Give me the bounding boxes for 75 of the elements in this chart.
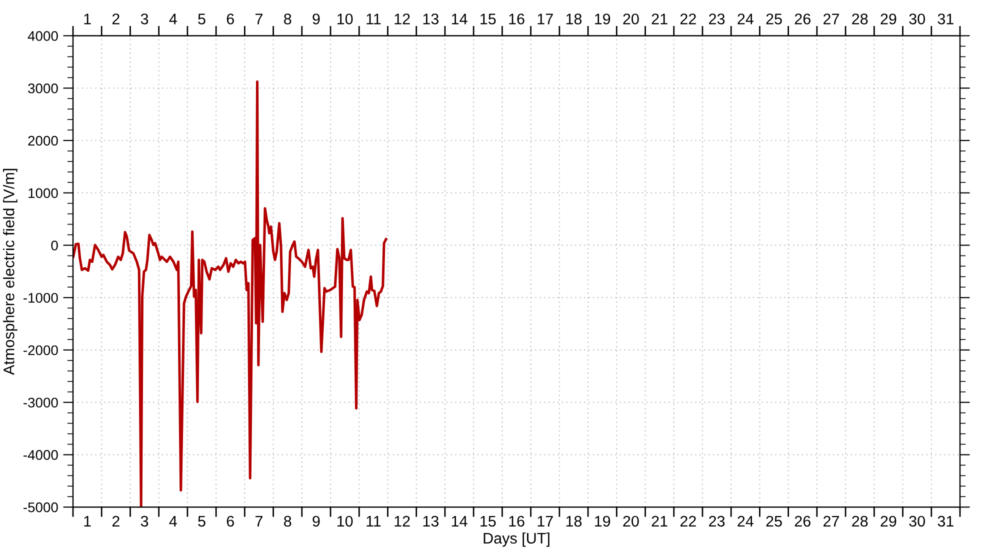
x2-tick-label: 27 xyxy=(824,14,839,24)
x-tick-label: 27 xyxy=(824,516,839,527)
x2-tick-label: 11 xyxy=(366,14,381,24)
x2-tick-label: 30 xyxy=(909,14,925,24)
x2-tick-label: 23 xyxy=(709,14,725,24)
x-tick-label: 13 xyxy=(423,516,438,527)
x2-tick-label: 3 xyxy=(140,14,148,24)
x-tick-label: 21 xyxy=(652,516,668,527)
x-tick-label: 9 xyxy=(312,516,320,527)
x-tick-label: 14 xyxy=(452,516,468,527)
y-tick-label: -2000 xyxy=(24,345,58,356)
x2-tick-label: 15 xyxy=(480,14,496,24)
x2-tick-label: 16 xyxy=(509,14,524,24)
x-tick-label: 28 xyxy=(852,516,868,527)
y-tick-label: 1000 xyxy=(28,188,58,198)
x-tick-label: 26 xyxy=(794,516,810,527)
x2-tick-label: 10 xyxy=(337,14,353,24)
x2-tick-label: 4 xyxy=(169,14,177,24)
x-tick-label: 4 xyxy=(169,516,177,527)
x2-tick-label: 18 xyxy=(566,14,582,24)
x2-tick-label: 31 xyxy=(938,14,954,24)
x-axis-title: Days [UT] xyxy=(484,532,550,547)
x-tick-label: 12 xyxy=(394,516,410,527)
x-tick-label: 24 xyxy=(738,516,754,527)
x-tick-label: 7 xyxy=(256,516,262,527)
x-tick-label: 30 xyxy=(909,516,925,527)
x-tick-label: 19 xyxy=(595,516,610,527)
y-axis-title: Atmosphere electric field [V/m] xyxy=(3,168,18,375)
x-tick-label: 18 xyxy=(566,516,582,527)
y-tick-label: -3000 xyxy=(24,398,58,408)
x2-tick-label: 13 xyxy=(423,14,438,24)
x2-tick-label: 2 xyxy=(112,14,120,24)
x2-tick-label: 14 xyxy=(452,14,468,24)
x-tick-label: 23 xyxy=(709,516,725,527)
x-tick-label: 15 xyxy=(480,516,496,527)
x-tick-label: 2 xyxy=(112,516,120,527)
x2-tick-label: 26 xyxy=(794,14,810,24)
x-tick-label: 25 xyxy=(766,516,782,527)
x2-tick-label: 8 xyxy=(284,14,292,24)
x-tick-label: 5 xyxy=(198,516,206,527)
x-tick-label: 3 xyxy=(140,516,148,527)
y-tick-label: 0 xyxy=(51,240,58,250)
x-tick-label: 8 xyxy=(284,516,292,527)
y-tick-label: -5000 xyxy=(24,502,58,512)
x-tick-label: 16 xyxy=(509,516,524,527)
x2-tick-label: 28 xyxy=(852,14,868,24)
x2-tick-label: 9 xyxy=(312,14,320,24)
x2-tick-label: 20 xyxy=(623,14,639,24)
x2-tick-label: 12 xyxy=(394,14,410,24)
x2-tick-label: 5 xyxy=(198,14,206,24)
x-tick-label: 22 xyxy=(680,516,696,527)
y-tick-label: 2000 xyxy=(28,136,58,146)
y-tick-label: -4000 xyxy=(24,450,58,460)
x2-tick-label: 21 xyxy=(652,14,668,24)
x2-tick-label: 19 xyxy=(595,14,610,24)
x2-tick-label: 7 xyxy=(256,14,262,24)
x-tick-label: 29 xyxy=(880,516,896,527)
x-tick-label: 10 xyxy=(337,516,353,527)
x-tick-label: 31 xyxy=(938,516,954,527)
x2-tick-label: 6 xyxy=(226,14,234,24)
x2-tick-label: 17 xyxy=(538,14,553,24)
line-series xyxy=(73,80,388,508)
x-tick-label: 1 xyxy=(84,516,91,527)
x-tick-label: 6 xyxy=(226,516,234,527)
x2-tick-label: 29 xyxy=(880,14,896,24)
x2-tick-label: 24 xyxy=(738,14,754,24)
x2-tick-label: 22 xyxy=(680,14,696,24)
x-tick-label: 11 xyxy=(366,516,381,527)
x-tick-label: 17 xyxy=(538,516,553,527)
x-tick-label: 20 xyxy=(623,516,639,527)
x2-tick-label: 25 xyxy=(766,14,782,24)
x2-tick-label: 1 xyxy=(84,14,91,24)
y-tick-label: 3000 xyxy=(28,83,58,94)
y-tick-label: 4000 xyxy=(28,31,58,41)
y-tick-label: -1000 xyxy=(24,292,58,303)
